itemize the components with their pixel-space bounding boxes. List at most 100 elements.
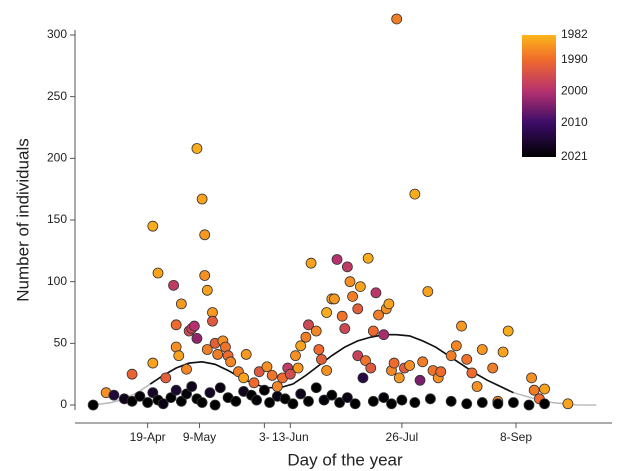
point (238, 372, 250, 384)
point (352, 350, 364, 362)
point (207, 315, 218, 327)
point (261, 361, 273, 373)
point (502, 325, 514, 337)
point (329, 293, 340, 305)
x-tick-label: 3- (259, 430, 270, 444)
point (264, 397, 275, 408)
point (201, 284, 213, 296)
point (168, 279, 179, 291)
y-tick-label: 50 (54, 336, 68, 350)
point (336, 310, 348, 322)
point (175, 298, 187, 310)
point (370, 287, 382, 299)
y-tick-label: 200 (47, 151, 67, 165)
point (391, 13, 403, 25)
point (425, 393, 436, 405)
point (365, 362, 377, 374)
point (492, 398, 504, 410)
y-tick-label: 100 (47, 274, 67, 288)
point (199, 270, 211, 281)
point (487, 362, 499, 374)
point (126, 395, 138, 407)
point (214, 382, 226, 394)
point (352, 303, 364, 315)
point (404, 360, 416, 371)
x-tick-label: 9-May (183, 430, 216, 444)
point (331, 254, 343, 265)
y-axis-title: Number of individuals (13, 138, 32, 301)
point (562, 398, 574, 410)
point (284, 368, 296, 380)
point (347, 291, 358, 302)
point (181, 388, 192, 400)
point (476, 344, 488, 355)
point (341, 392, 353, 404)
point (362, 252, 374, 264)
point (339, 323, 351, 334)
point (142, 397, 154, 408)
point (186, 381, 198, 392)
point (386, 398, 397, 410)
point (279, 393, 291, 405)
point (318, 394, 330, 406)
point (225, 356, 237, 368)
point (321, 365, 333, 376)
x-tick-label: 26-Jul (386, 430, 419, 444)
point (271, 381, 283, 392)
point (292, 362, 304, 374)
point (367, 395, 379, 407)
point (147, 357, 159, 369)
point (456, 320, 467, 332)
colorbar-tick-label: 2021 (561, 149, 588, 163)
point (201, 344, 213, 355)
point (300, 331, 312, 343)
point (191, 143, 203, 154)
point (357, 372, 369, 384)
point (295, 388, 307, 400)
point (367, 325, 379, 337)
x-tick-label: 13-Jun (272, 430, 309, 444)
point (349, 398, 361, 410)
point (108, 389, 120, 401)
point (393, 372, 405, 384)
point (170, 384, 182, 396)
point (354, 281, 366, 293)
point (173, 350, 185, 362)
point (303, 395, 314, 407)
point (258, 384, 270, 396)
y-tick-label: 0 (60, 397, 67, 411)
point (191, 332, 203, 344)
point (240, 349, 252, 360)
point (383, 298, 395, 310)
point (253, 366, 265, 378)
colorbar-tick-label: 1990 (561, 52, 588, 66)
point (316, 353, 327, 365)
point (539, 383, 550, 395)
point (152, 267, 164, 279)
point (378, 329, 390, 341)
colorbar-tick-label: 1982 (561, 27, 588, 41)
point (360, 355, 371, 367)
point (165, 392, 177, 404)
point (196, 397, 208, 408)
point (378, 392, 390, 404)
x-axis-title: Day of the year (287, 450, 403, 469)
colorbar-tick-label: 2000 (561, 83, 588, 97)
y-tick-label: 250 (47, 89, 67, 103)
point (230, 395, 242, 407)
point (303, 319, 314, 331)
point (409, 397, 421, 408)
point (204, 387, 216, 399)
point (450, 340, 462, 352)
colorbar-tick-label: 2010 (561, 115, 588, 129)
point (471, 381, 483, 392)
point (321, 307, 333, 318)
point (251, 394, 262, 406)
point (422, 286, 434, 297)
point (435, 366, 447, 378)
point (461, 353, 473, 365)
point (305, 257, 317, 269)
x-tick-label: 8-Sep (500, 430, 532, 444)
x-tick-label: 19-Apr (130, 430, 166, 444)
